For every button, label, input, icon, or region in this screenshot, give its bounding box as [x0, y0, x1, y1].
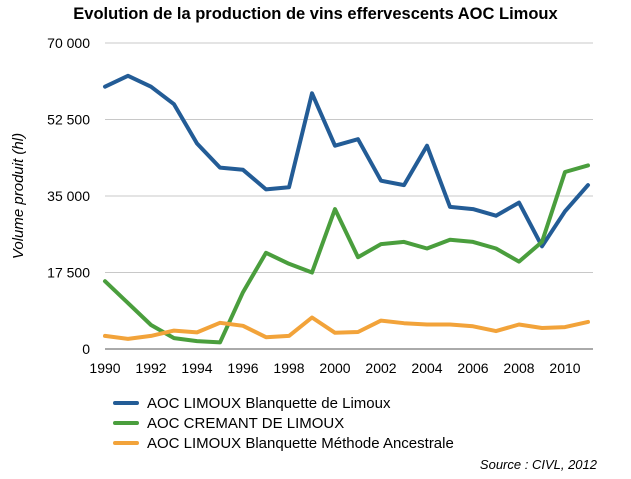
legend-swatch [113, 401, 139, 405]
legend-item: AOC CREMANT DE LIMOUX [113, 413, 454, 433]
y-tick-label: 52 500 [47, 112, 90, 128]
series-lines [103, 73, 590, 345]
legend-label: AOC LIMOUX Blanquette de Limoux [147, 394, 391, 412]
legend-label: AOC CREMANT DE LIMOUX [147, 414, 345, 432]
x-tick-label: 1996 [227, 360, 258, 376]
legend-item: AOC LIMOUX Blanquette Méthode Ancestrale [113, 433, 454, 453]
x-tick-label: 2010 [549, 360, 580, 376]
x-tick-label: 2006 [457, 360, 488, 376]
y-tick-label: 0 [82, 341, 90, 357]
x-tick-label: 2002 [365, 360, 396, 376]
legend: AOC LIMOUX Blanquette de Limoux AOC CREMA… [113, 393, 454, 453]
series-line [103, 163, 590, 345]
series-line [103, 73, 590, 249]
x-tick-label: 2008 [503, 360, 534, 376]
x-tick-label: 1992 [135, 360, 166, 376]
y-axis-label: Volume produit (hl) [10, 133, 27, 259]
x-tick-label: 2004 [411, 360, 442, 376]
grid-lines [105, 42, 593, 273]
chart-title: Evolution de la production de vins effer… [73, 5, 558, 23]
x-axis-ticks: 1990 1992 1994 1996 1998 2000 2002 2004 2006 2008… [89, 360, 580, 376]
x-tick-label: 1990 [89, 360, 120, 376]
x-tick-label: 2000 [319, 360, 350, 376]
y-tick-label: 35 000 [47, 188, 90, 204]
legend-swatch [113, 421, 139, 425]
series-line [103, 315, 590, 341]
legend-swatch [113, 441, 139, 445]
y-tick-label: 70 000 [47, 35, 90, 51]
source-note: Source : CIVL, 2012 [479, 457, 597, 472]
legend-label: AOC LIMOUX Blanquette Méthode Ancestrale [147, 434, 454, 452]
y-tick-label: 17 500 [47, 265, 90, 281]
x-tick-label: 1998 [273, 360, 304, 376]
x-tick-label: 1994 [181, 360, 212, 376]
y-axis-ticks: 0 17 500 35 000 52 500 70 000 [47, 35, 90, 357]
legend-item: AOC LIMOUX Blanquette de Limoux [113, 393, 454, 413]
